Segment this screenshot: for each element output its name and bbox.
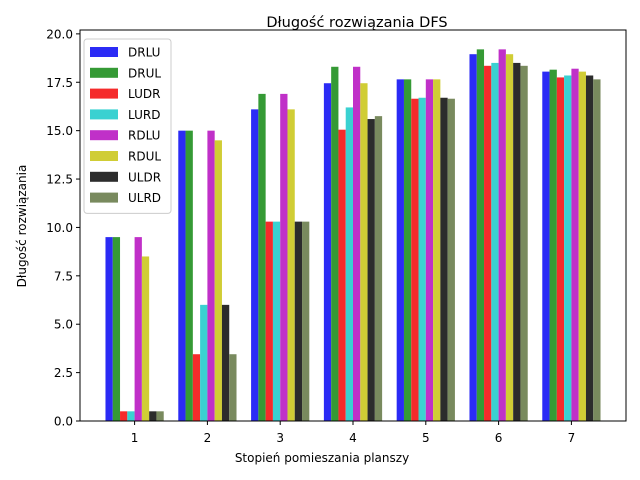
chart-title: Długość rozwiązania DFS: [266, 15, 447, 31]
y-tick-label: 5.0: [54, 318, 73, 332]
bar-drlu-6: [469, 54, 477, 421]
y-axis-label: Długość rozwiązania: [15, 165, 29, 288]
y-tick-label: 10.0: [46, 221, 73, 235]
bar-lurd-2: [200, 304, 208, 421]
bar-rdul-5: [433, 79, 441, 422]
x-tick-label: 4: [349, 431, 357, 445]
bar-drlu-4: [323, 83, 332, 421]
bar-ulrd-6: [520, 65, 528, 421]
legend-box: [83, 38, 172, 214]
bar-ludr-3: [265, 221, 273, 421]
bar-drul-5: [403, 79, 412, 422]
bar-rdlu-5: [425, 79, 434, 422]
bar-ulrd-2: [229, 354, 237, 421]
bar-rdlu-4: [353, 66, 361, 421]
legend-swatch-rdul: [90, 151, 118, 161]
bar-lurd-5: [418, 97, 426, 421]
legend: DRLU DRUL LUDR LURD RDLU RDUL ULDR ULRD: [83, 38, 172, 214]
bar-ludr-2: [192, 354, 201, 421]
bar-rdul-2: [214, 140, 222, 421]
legend-label-drlu: DRLU: [128, 46, 160, 60]
x-tick-label: 7: [568, 431, 576, 445]
legend-swatch-rdlu: [90, 130, 118, 141]
bar-rdlu-3: [280, 93, 288, 421]
legend-label-ludr: LUDR: [128, 87, 160, 101]
bar-rdul-3: [287, 109, 295, 422]
x-tick-label: 1: [131, 431, 139, 445]
bar-uldr-5: [440, 97, 448, 421]
bar-ludr-4: [338, 129, 346, 421]
x-tick-label: 2: [204, 431, 212, 445]
y-tick-label: 17.5: [46, 76, 73, 90]
bar-ulrd-7: [593, 79, 601, 422]
bar-ulrd-1: [156, 411, 164, 421]
bar-drul-7: [549, 69, 557, 422]
bar-uldr-1: [149, 411, 157, 421]
legend-swatch-uldr: [90, 171, 118, 182]
legend-swatch-ulrd: [90, 192, 118, 203]
legend-swatch-drlu: [90, 47, 118, 57]
legend-swatch-drul: [90, 67, 118, 78]
legend-label-rdlu: RDLU: [128, 129, 160, 143]
bar-rdul-7: [578, 71, 586, 422]
bar-lurd-7: [564, 75, 572, 422]
bar-rdul-4: [360, 83, 368, 421]
bar-drlu-2: [178, 130, 186, 421]
y-tick-label: 20.0: [46, 27, 73, 41]
bar-uldr-3: [294, 221, 303, 421]
bar-drul-2: [185, 130, 193, 421]
bar-uldr-6: [513, 62, 521, 421]
bar-drlu-7: [542, 71, 550, 422]
bar-drlu-3: [251, 109, 259, 422]
bar-rdlu-6: [498, 49, 506, 422]
bar-uldr-2: [221, 304, 230, 421]
legend-swatch-ludr: [90, 88, 118, 99]
bar-drlu-5: [396, 79, 404, 422]
bar-uldr-7: [585, 75, 594, 422]
y-tick-label: 2.5: [54, 366, 73, 380]
bar-uldr-4: [367, 119, 375, 421]
legend-label-ulrd: ULRD: [128, 191, 161, 205]
bar-ludr-1: [120, 411, 128, 421]
bar-rdul-1: [141, 256, 150, 421]
bar-lurd-1: [127, 411, 135, 421]
x-axis-label: Stopień pomieszania planszy: [235, 451, 409, 465]
bar-rdlu-1: [134, 237, 142, 421]
y-tick-label: 7.5: [54, 269, 73, 283]
bar-rdlu-2: [207, 130, 215, 421]
bar-ulrd-3: [302, 221, 310, 421]
y-tick-label: 0.0: [54, 415, 73, 429]
bar-drlu-1: [105, 237, 113, 421]
x-tick-label: 3: [276, 431, 284, 445]
legend-label-rdul: RDUL: [128, 150, 161, 164]
legend-label-drul: DRUL: [128, 66, 161, 80]
bar-ulrd-5: [447, 98, 455, 421]
legend-label-uldr: ULDR: [128, 170, 161, 184]
y-tick-label: 12.5: [46, 173, 73, 187]
bar-lurd-4: [345, 107, 353, 422]
bar-drul-4: [331, 66, 339, 421]
bar-ludr-7: [556, 77, 565, 422]
bar-rdul-6: [505, 54, 514, 421]
y-axis: 0.0 2.5 5.0 7.5 10.0 12.5 15.0 17.5 20.0: [46, 27, 80, 429]
x-axis: 1 2 3 4 5 6 7: [131, 421, 575, 445]
legend-swatch-lurd: [90, 109, 118, 120]
bar-drul-6: [476, 49, 485, 422]
legend-label-lurd: LURD: [128, 108, 160, 122]
bar-ludr-5: [411, 98, 419, 421]
bar-ulrd-4: [374, 116, 383, 421]
x-tick-label: 5: [422, 431, 430, 445]
x-tick-label: 6: [495, 431, 503, 445]
bar-drul-1: [112, 237, 121, 421]
y-tick-label: 15.0: [46, 124, 73, 138]
bar-drul-3: [258, 93, 266, 421]
bar-lurd-3: [272, 221, 281, 421]
bar-rdlu-7: [571, 68, 579, 422]
bars-group: [105, 49, 601, 422]
bar-ludr-6: [484, 65, 492, 421]
bar-lurd-6: [491, 62, 499, 421]
